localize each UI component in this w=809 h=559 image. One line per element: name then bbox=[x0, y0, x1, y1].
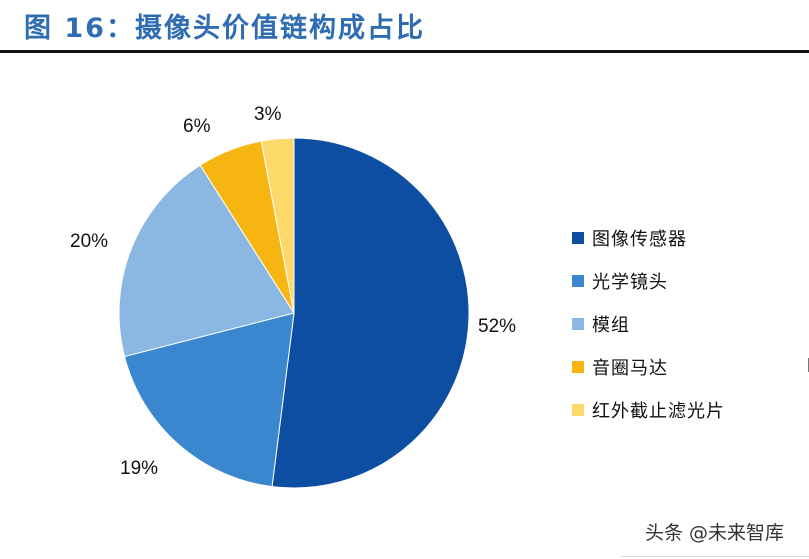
legend-swatch-vcm bbox=[572, 360, 584, 373]
legend-item-lens: 光学镜头 bbox=[572, 259, 725, 302]
legend-label: 模组 bbox=[592, 314, 630, 336]
pie-slice-module bbox=[118, 164, 295, 358]
bottom-divider bbox=[620, 556, 809, 557]
legend-label: 光学镜头 bbox=[592, 271, 668, 293]
chart-title: 图 16：摄像头价值链构成占比 bbox=[24, 13, 425, 44]
legend-item-module: 模组 bbox=[572, 302, 725, 345]
legend-swatch-module bbox=[572, 317, 584, 330]
label-ircut-pct: 3% bbox=[254, 104, 282, 125]
legend-swatch-lens bbox=[572, 274, 584, 287]
legend: 图像传感器 光学镜头 模组 音圈马达 红外截止滤光片 bbox=[572, 216, 725, 431]
pie-slice-lens bbox=[123, 312, 295, 488]
label-vcm-pct: 6% bbox=[183, 116, 211, 137]
legend-label: 红外截止滤光片 bbox=[592, 400, 725, 422]
legend-item-sensor: 图像传感器 bbox=[572, 216, 725, 259]
pie-slice-sensor bbox=[271, 137, 470, 489]
legend-item-vcm: 音圈马达 bbox=[572, 345, 725, 388]
label-module-pct: 20% bbox=[70, 231, 109, 252]
legend-item-ircut: 红外截止滤光片 bbox=[572, 388, 725, 431]
pie-slice-ircut bbox=[260, 137, 295, 314]
legend-label: 音圈马达 bbox=[592, 357, 668, 379]
watermark: 头条 @未来智库 bbox=[645, 522, 785, 544]
label-sensor-pct: 52% bbox=[478, 316, 517, 337]
legend-swatch-ircut bbox=[572, 403, 584, 416]
title-divider bbox=[0, 50, 809, 53]
label-lens-pct: 19% bbox=[120, 458, 159, 479]
legend-label: 图像传感器 bbox=[592, 228, 687, 250]
legend-swatch-sensor bbox=[572, 231, 584, 244]
